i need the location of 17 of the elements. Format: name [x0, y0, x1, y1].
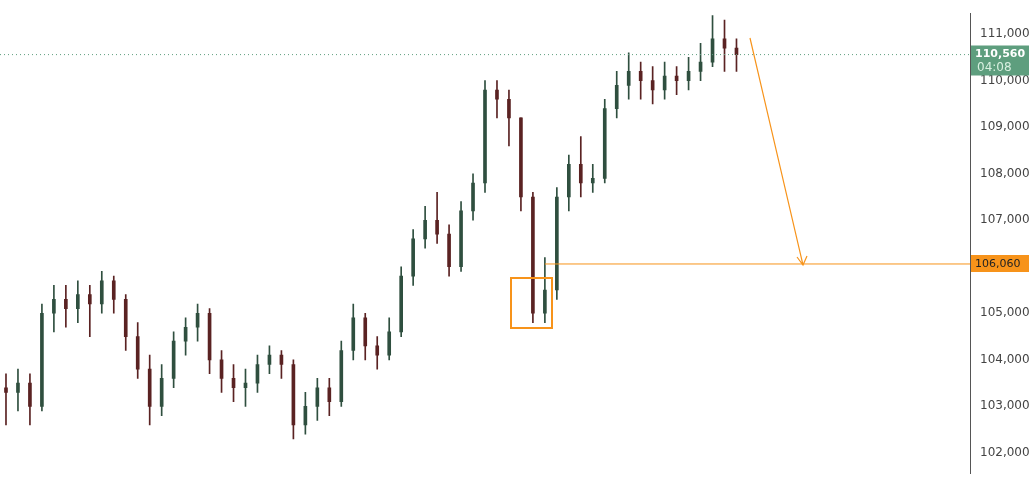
y-tick-label: 111,000	[980, 26, 1030, 41]
y-tick-label: 108,000	[980, 165, 1030, 180]
text: 04:08	[977, 59, 1012, 74]
y-tick-label: 110,000	[980, 72, 1030, 87]
ref-line-label: 106,060	[975, 256, 1021, 270]
candlestick	[87, 285, 92, 337]
y-tick-label: 109,000	[980, 119, 1030, 134]
candlestick	[590, 164, 595, 193]
y-tick-label: 107,000	[980, 212, 1030, 227]
y-tick-label: 104,000	[980, 351, 1030, 366]
candlestick	[4, 373, 8, 426]
ref-line-label: 110,560	[975, 47, 1026, 61]
candlestick	[64, 285, 68, 328]
candlestick	[16, 368, 20, 412]
y-tick-label: 102,000	[980, 444, 1030, 459]
y-tick-label: 105,000	[980, 305, 1030, 320]
y-tick-label: 103,000	[980, 398, 1030, 413]
